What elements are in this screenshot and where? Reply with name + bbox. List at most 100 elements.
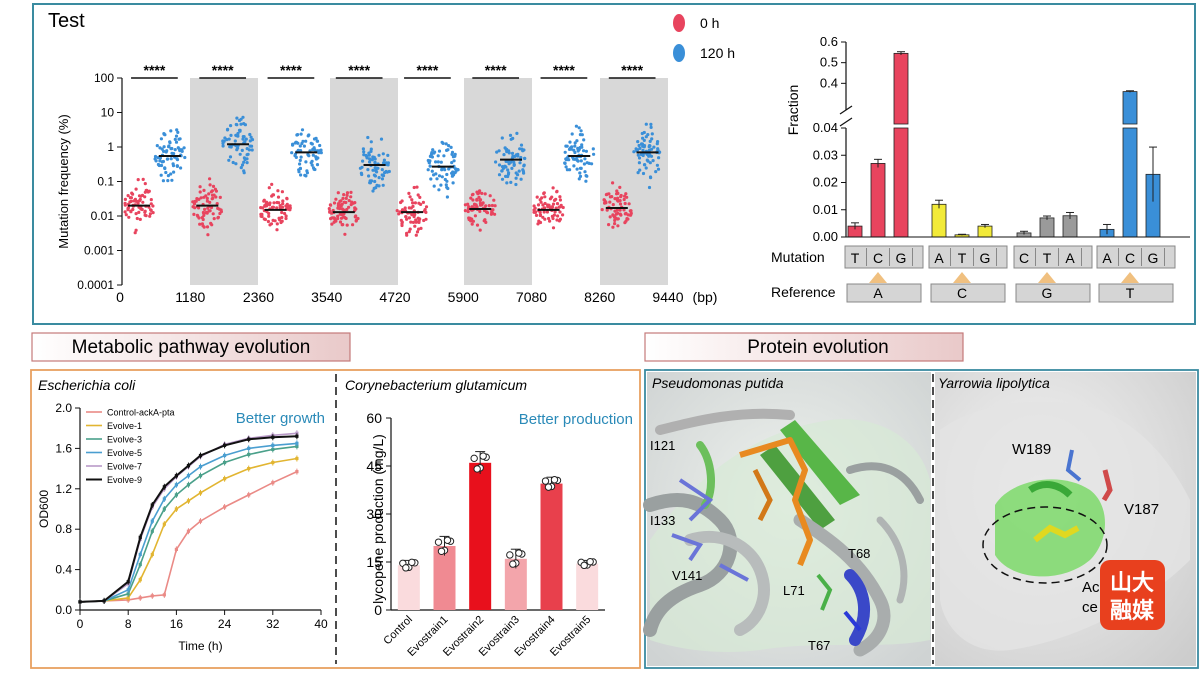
data-point [512, 160, 516, 164]
data-point [407, 191, 411, 195]
data-point [123, 210, 127, 214]
data-point [299, 155, 303, 159]
data-point [221, 144, 225, 148]
data-point [228, 155, 233, 159]
data-point [285, 202, 289, 206]
data-point [375, 166, 379, 170]
data-point [242, 135, 246, 139]
y-axis-label: OD600 [37, 490, 51, 528]
data-point [561, 213, 565, 217]
data-point [169, 129, 173, 133]
data-point [174, 507, 178, 511]
data-point [641, 148, 645, 152]
data-point [444, 183, 448, 187]
data-point [547, 216, 551, 221]
data-point [517, 169, 521, 173]
y-tick-label: 1.6 [55, 441, 72, 455]
growth-annotation: Better growth [236, 410, 325, 427]
data-point [229, 124, 233, 128]
data-point [608, 215, 612, 219]
data-point [557, 219, 562, 223]
data-point [215, 202, 219, 206]
data-point [247, 467, 251, 471]
data-point [151, 204, 155, 208]
data-point [305, 171, 309, 175]
data-point [218, 195, 222, 199]
data-point [158, 159, 162, 163]
data-point [475, 190, 479, 194]
data-point [545, 210, 550, 214]
data-point [207, 192, 211, 196]
data-point [552, 213, 557, 217]
data-point [463, 203, 467, 207]
significance-label: **** [212, 62, 234, 78]
data-point [640, 142, 644, 146]
data-point [138, 562, 142, 567]
data-point [411, 212, 415, 217]
data-point [235, 133, 239, 137]
data-point [603, 201, 607, 205]
replicate-point [434, 538, 443, 546]
x-tick-label: 16 [170, 617, 184, 631]
data-point [143, 209, 147, 213]
data-point [227, 158, 231, 162]
data-point [558, 195, 562, 199]
data-point [509, 137, 513, 141]
data-point [386, 163, 390, 167]
data-point [641, 136, 645, 140]
bar [1039, 217, 1055, 238]
data-point [456, 168, 460, 172]
data-point [242, 160, 246, 164]
data-point [334, 197, 338, 201]
y-tick-label: 0.6 [820, 34, 838, 49]
data-point [158, 156, 162, 160]
data-point [295, 441, 299, 445]
scatter-cloud-120h [153, 128, 187, 183]
data-point [131, 192, 135, 196]
data-point [271, 460, 275, 465]
data-point [174, 134, 179, 138]
data-point [314, 136, 318, 140]
protein-header-box [644, 332, 964, 362]
data-point [478, 198, 482, 203]
data-point [338, 212, 342, 216]
reference-box [1098, 283, 1174, 303]
scatter-cloud-0h [191, 177, 223, 237]
data-point [627, 202, 631, 206]
data-point [129, 196, 133, 200]
data-point [637, 161, 642, 165]
data-point [644, 122, 648, 126]
data-point [229, 133, 233, 137]
data-point [244, 137, 248, 141]
replicate-point [479, 452, 487, 460]
cglut-title: Corynebacterium glutamicum [345, 377, 527, 393]
scatter-cloud-120h [632, 122, 662, 190]
data-point [578, 171, 582, 175]
data-point [415, 230, 420, 234]
data-point [410, 198, 414, 202]
data-point [521, 168, 525, 172]
data-point [235, 123, 239, 127]
data-point [295, 434, 299, 438]
data-point [239, 166, 243, 170]
data-point [148, 212, 152, 216]
data-point [584, 179, 588, 183]
data-point [400, 223, 404, 228]
data-point [134, 228, 138, 232]
data-point [532, 208, 536, 212]
ecoli-title: Escherichia coli [38, 377, 136, 393]
reference-arrow [1121, 272, 1139, 283]
data-point [442, 154, 446, 158]
data-point [650, 147, 654, 151]
data-point [647, 154, 651, 158]
data-point [143, 182, 147, 186]
data-point [186, 529, 191, 533]
data-point [141, 177, 145, 181]
data-point [570, 132, 574, 136]
data-point [208, 183, 212, 187]
data-point [169, 172, 173, 176]
data-point [649, 125, 653, 129]
data-point [198, 222, 202, 226]
significance-label: **** [417, 62, 439, 78]
data-point [623, 221, 627, 225]
